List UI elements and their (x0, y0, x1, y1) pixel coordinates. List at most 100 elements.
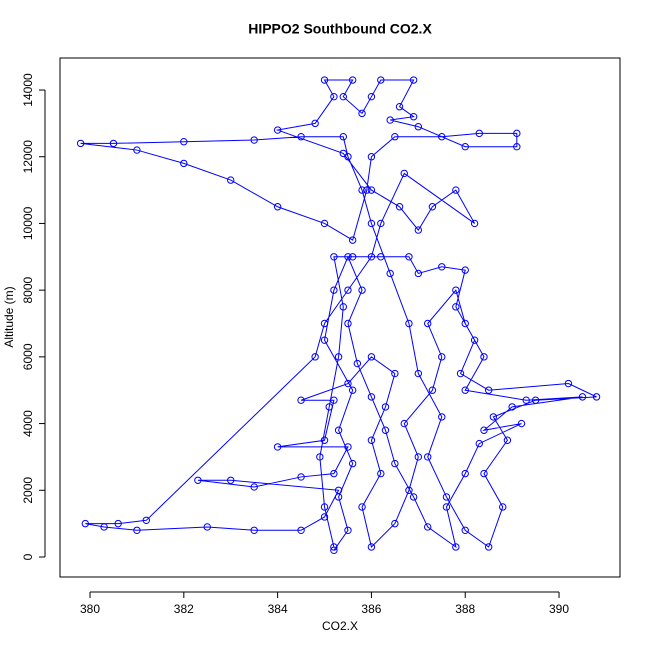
data-point (339, 149, 347, 158)
data-point (452, 543, 460, 551)
data-point (578, 393, 587, 401)
data-point (414, 269, 423, 278)
data-point (377, 76, 385, 84)
data-point (250, 136, 258, 144)
y-axis-label: Altitude (m) (2, 286, 16, 347)
data-point (330, 543, 338, 551)
data-point (339, 92, 347, 101)
y-tick-label: 0 (21, 553, 35, 560)
data-point (194, 476, 202, 484)
data-point (334, 493, 343, 501)
data-point (400, 419, 408, 428)
data-point (367, 393, 376, 401)
data-point (414, 369, 423, 378)
data-point (203, 523, 211, 531)
data-point (339, 133, 347, 141)
data-point (358, 503, 366, 511)
data-point (367, 353, 376, 361)
data-point (330, 286, 338, 294)
data-point (499, 503, 507, 511)
data-point (250, 483, 258, 491)
data-point (405, 486, 413, 494)
data-point (592, 393, 601, 401)
data-point (297, 133, 305, 141)
data-point (395, 102, 404, 111)
data-point (330, 396, 338, 404)
data-point (480, 426, 488, 434)
data-point (424, 453, 432, 461)
data-point (452, 286, 460, 294)
data-point (522, 396, 530, 404)
data-point (348, 253, 357, 261)
data-point (353, 359, 362, 368)
data-point (273, 126, 282, 134)
x-axis-label: CO2.X (322, 619, 358, 633)
data-point (367, 92, 376, 101)
data-point (381, 426, 390, 434)
data-point (227, 176, 235, 184)
data-point (480, 353, 488, 361)
data-point (377, 253, 385, 261)
data-point (363, 186, 371, 194)
data-point (320, 219, 329, 228)
y-tick-label: 14000 (21, 73, 35, 107)
data-point (348, 459, 357, 468)
data-point (484, 386, 493, 394)
data-point (405, 319, 413, 328)
data-point (142, 516, 150, 524)
data-point (480, 469, 488, 478)
y-tick-label: 12000 (21, 140, 35, 174)
data-point (344, 253, 352, 261)
data-point (273, 443, 282, 451)
data-point (461, 526, 469, 535)
data-point (320, 513, 329, 521)
data-point (100, 523, 108, 531)
data-point (344, 526, 352, 535)
data-point (409, 113, 418, 121)
data-point (339, 303, 347, 311)
data-point (564, 379, 573, 388)
data-point (227, 476, 235, 484)
data-point (358, 109, 366, 118)
data-point (344, 319, 352, 328)
data-point (475, 439, 483, 448)
data-point (513, 129, 521, 138)
data-point (409, 76, 418, 84)
y-tick-label: 2000 (21, 477, 35, 504)
y-tick-label: 10000 (21, 206, 35, 240)
data-point (344, 443, 352, 451)
data-point (438, 413, 446, 421)
data-point (414, 123, 423, 131)
data-point (330, 546, 338, 555)
data-point (367, 436, 376, 444)
data-point (367, 219, 376, 228)
data-point (508, 403, 516, 411)
data-point (461, 143, 469, 151)
data-point (461, 469, 469, 478)
data-point (367, 153, 376, 161)
data-point (76, 139, 85, 148)
data-point (334, 426, 343, 434)
data-point (438, 133, 446, 141)
data-point (320, 336, 329, 344)
data-point (452, 303, 460, 311)
data-point (133, 526, 141, 535)
data-point (409, 493, 418, 501)
data-point (320, 503, 329, 511)
data-point (297, 473, 305, 481)
data-point (461, 386, 469, 394)
data-point (180, 159, 188, 168)
data-point (489, 413, 498, 421)
data-point (513, 143, 521, 151)
data-point (367, 253, 376, 261)
data-point (133, 146, 141, 154)
data-point (273, 203, 282, 211)
chart-title: HIPPO2 Southbound CO2.X (248, 21, 432, 37)
data-point (428, 386, 437, 394)
data-point (391, 459, 399, 468)
data-line (80, 79, 597, 551)
data-point (297, 526, 305, 535)
data-point (325, 403, 333, 411)
